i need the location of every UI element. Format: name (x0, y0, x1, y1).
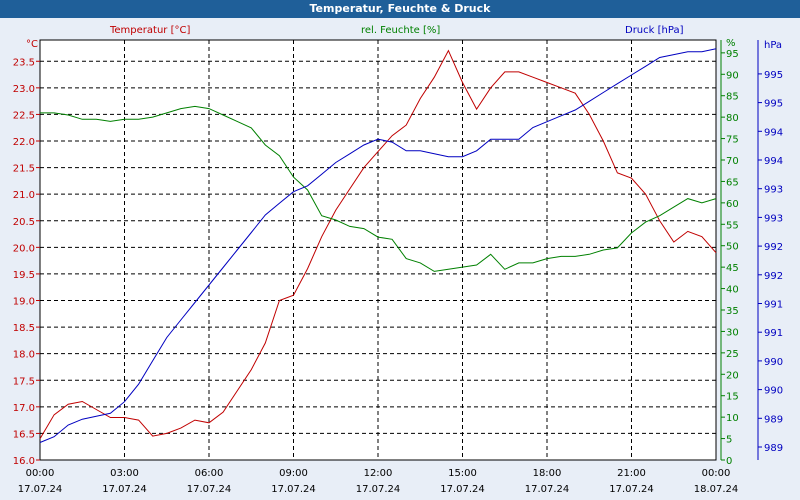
temperature-tick-label: 23.0 (13, 84, 35, 95)
temperature-tick-label: 20.0 (13, 243, 35, 254)
pressure-tick-label: 994 (764, 127, 783, 138)
x-tick-time: 00:00 (702, 468, 731, 479)
pressure-tick-label: 992 (764, 242, 783, 253)
temperature-tick-label: 17.0 (13, 403, 35, 414)
temperature-tick-label: 16.5 (13, 429, 35, 440)
x-axis: 00:00 17.07.24 03:00 17.07.24 06:00 17.07.24 0… (18, 468, 739, 495)
x-tick-time: 09:00 (279, 468, 308, 479)
humidity-tick-label: 30 (726, 327, 739, 338)
x-tick-time: 18:00 (533, 468, 562, 479)
temperature-tick-label: 21.0 (13, 190, 35, 201)
humidity-tick-label: 70 (726, 156, 739, 167)
humidity-series-label: rel. Feuchte [%] (361, 25, 440, 36)
series-group (39, 48, 717, 443)
pressure-tick-label: 989 (764, 414, 783, 425)
humidity-tick-label: 10 (726, 413, 739, 424)
humidity-tick-label: 20 (726, 370, 739, 381)
x-tick-date: 17.07.24 (609, 484, 654, 495)
humidity-tick-label: 65 (726, 177, 739, 188)
temperature-tick-label: 22.5 (13, 110, 35, 121)
humidity-tick-label: 45 (726, 263, 739, 274)
x-tick-date: 17.07.24 (102, 484, 147, 495)
x-tick-date: 18.07.24 (694, 484, 739, 495)
series-line-pressure (39, 48, 717, 443)
pressure-tick-label: hPa (764, 40, 782, 51)
series-line-humidity (40, 105, 717, 272)
humidity-tick-label: 0 (726, 456, 732, 467)
humidity-tick-label: 95 (726, 49, 739, 60)
x-tick-date: 17.07.24 (187, 484, 232, 495)
humidity-tick-label: 85 (726, 92, 739, 103)
chart-title: Temperatur, Feuchte & Druck (0, 0, 800, 18)
temperature-tick-label: 18.5 (13, 323, 35, 334)
x-tick-date: 17.07.24 (18, 484, 63, 495)
pressure-tick-label: 994 (764, 156, 783, 167)
pressure-tick-label: 995 (764, 99, 783, 110)
pressure-series-label: Druck [hPa] (625, 25, 684, 36)
pressure-tick-label: 993 (764, 213, 783, 224)
temperature-tick-label: 18.0 (13, 350, 35, 361)
temperature-axis: 16.0 16.5 17.0 17.5 18.0 18.5 19.0 19.5 20.0 20.5… (13, 57, 40, 467)
x-tick-date: 17.07.24 (356, 484, 401, 495)
pressure-tick-label: 989 (764, 443, 783, 454)
temperature-series-label: Temperatur [°C] (109, 25, 190, 36)
humidity-axis: 0 5 10 15 20 25 30 35 40 45 50 55 60 65 70 75 80 85 90 95% (720, 38, 739, 467)
humidity-tick-label: 90 (726, 70, 739, 81)
temperature-tick-label: 23.5 (13, 57, 35, 68)
humidity-tick-label: 25 (726, 349, 739, 360)
pressure-axis: 989 989 990 990 991 991 992 992 993 993 994 994 995 9… (757, 40, 783, 460)
pressure-tick-label: 993 (764, 185, 783, 196)
grid (39, 40, 717, 461)
temperature-tick-label: 17.5 (13, 376, 35, 387)
humidity-tick-label: % (726, 38, 736, 49)
temperature-tick-label: 19.0 (13, 297, 35, 308)
x-tick-date: 17.07.24 (525, 484, 570, 495)
temperature-tick-label: 21.5 (13, 164, 35, 175)
temperature-unit-label: °C (26, 39, 38, 50)
pressure-tick-label: 991 (764, 328, 783, 339)
x-tick-time: 15:00 (448, 468, 477, 479)
humidity-tick-label: 50 (726, 242, 739, 253)
x-tick-date: 17.07.24 (271, 484, 316, 495)
pressure-tick-label: 991 (764, 300, 783, 311)
temperature-tick-label: 22.0 (13, 137, 35, 148)
x-tick-time: 03:00 (110, 468, 139, 479)
temperature-tick-label: 20.5 (13, 217, 35, 228)
x-tick-time: 00:00 (26, 468, 55, 479)
pressure-tick-label: 995 (764, 70, 783, 81)
humidity-tick-label: 40 (726, 285, 739, 296)
humidity-tick-label: 35 (726, 306, 739, 317)
humidity-tick-label: 5 (726, 435, 732, 446)
humidity-tick-label: 75 (726, 135, 739, 146)
humidity-tick-label: 55 (726, 220, 739, 231)
temperature-tick-label: 19.5 (13, 270, 35, 281)
pressure-tick-label: 990 (764, 386, 783, 397)
temperature-tick-label: 16.0 (13, 456, 35, 467)
humidity-tick-label: 80 (726, 113, 739, 124)
series-line-temperature (39, 49, 717, 439)
x-tick-time: 21:00 (617, 468, 646, 479)
pressure-tick-label: 992 (764, 271, 783, 282)
humidity-tick-label: 15 (726, 392, 739, 403)
x-tick-date: 17.07.24 (440, 484, 485, 495)
x-tick-time: 06:00 (195, 468, 224, 479)
pressure-tick-label: 990 (764, 357, 783, 368)
x-tick-time: 12:00 (364, 468, 393, 479)
humidity-tick-label: 60 (726, 199, 739, 210)
